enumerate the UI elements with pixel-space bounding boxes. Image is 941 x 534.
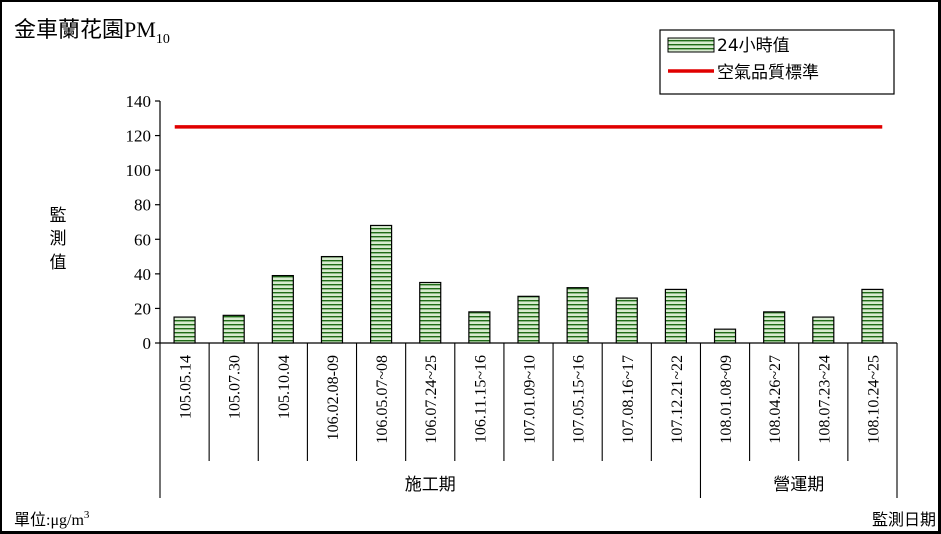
bar <box>222 314 245 344</box>
y-tick-label: 0 <box>143 334 152 353</box>
y-tick-label: 20 <box>134 299 151 318</box>
y-tick-label: 140 <box>126 92 152 111</box>
bar <box>370 224 393 344</box>
y-tick-label: 80 <box>134 196 151 215</box>
bar <box>419 281 442 344</box>
chart-title-subscript: 10 <box>156 32 170 47</box>
bar <box>615 297 638 344</box>
bar <box>763 311 786 344</box>
bar-series <box>173 224 884 344</box>
x-tick-label: 107.08.16~17 <box>620 355 637 444</box>
x-tick-label: 107.01.09~10 <box>522 355 539 444</box>
legend-label-standard: 空氣品質標準 <box>717 63 819 83</box>
bar <box>713 328 737 344</box>
bar <box>517 295 540 344</box>
unit-label: 單位:μg/m3 <box>14 509 90 529</box>
unit-label-superscript: 3 <box>84 509 90 521</box>
x-tick-label: 106.11.15~16 <box>472 355 489 443</box>
legend-bar-swatch <box>667 37 715 53</box>
chart-title: 金車蘭花園PM10 <box>14 17 170 47</box>
y-tick-label: 40 <box>134 265 151 284</box>
y-tick-label: 100 <box>126 161 152 180</box>
bar <box>664 288 688 344</box>
x-tick-label: 105.07.30 <box>227 355 244 419</box>
y-axis-label-char-1: 監 <box>50 206 67 226</box>
legend-label-24h: 24小時值 <box>717 36 790 56</box>
bar <box>320 255 344 344</box>
x-tick-label: 107.05.15~16 <box>571 355 588 444</box>
x-tick-label: 107.12.21~22 <box>669 355 686 444</box>
x-tick-label: 105.05.14 <box>178 355 195 419</box>
bar <box>861 288 884 344</box>
bar <box>566 287 589 344</box>
category-table: 105.05.14 105.07.30 105.10.04 106.02.08-09 1… <box>159 343 898 498</box>
bar <box>173 316 196 344</box>
bar <box>468 311 491 344</box>
bar <box>271 274 294 344</box>
bar <box>812 316 835 344</box>
y-axis-label: 監 測 值 <box>50 206 67 273</box>
x-tick-label: 106.02.08-09 <box>325 355 342 440</box>
group-label: 施工期 <box>405 475 456 495</box>
x-axis-label: 監測日期 <box>872 510 936 529</box>
x-tick-label: 106.07.24~25 <box>423 355 440 444</box>
y-tick-label: 60 <box>134 230 151 249</box>
x-tick-label: 108.07.23~24 <box>816 355 833 444</box>
legend: 24小時值 空氣品質標準 <box>659 29 895 95</box>
y-axis-label-char-3: 值 <box>50 253 67 273</box>
y-axis-label-char-2: 測 <box>50 229 67 249</box>
x-tick-label: 105.10.04 <box>276 355 293 419</box>
y-tick-label: 120 <box>126 127 152 146</box>
x-tick-label: 106.05.07~08 <box>374 355 391 444</box>
y-axis: 0 20 40 60 80 100 120 140 <box>126 92 161 353</box>
group-label: 營運期 <box>773 475 824 495</box>
x-tick-label: 108.10.24~25 <box>865 355 882 444</box>
x-tick-label: 108.04.26~27 <box>767 355 784 444</box>
x-tick-label: 108.01.08~09 <box>718 355 735 444</box>
